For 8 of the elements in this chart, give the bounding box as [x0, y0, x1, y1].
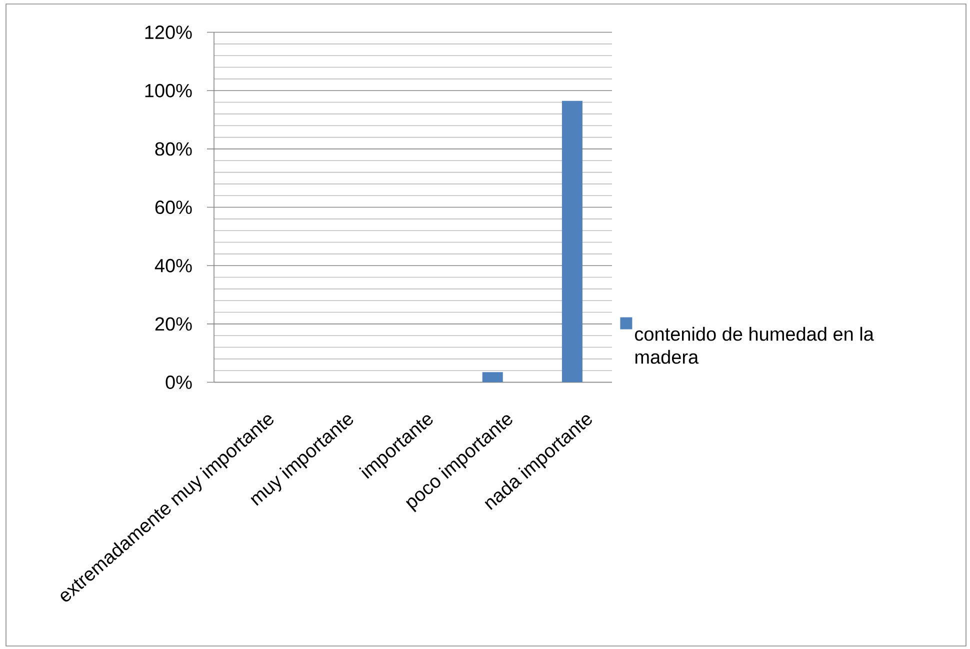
y-tick-label: 20%: [155, 317, 192, 331]
y-tick-label: 120%: [145, 26, 192, 40]
y-tick-label: 0%: [166, 376, 192, 390]
y-tick-label: 60%: [155, 200, 192, 214]
y-tick-label: 80%: [155, 142, 192, 156]
y-tick-label: 40%: [154, 258, 192, 272]
y-tick-label: 100%: [145, 84, 192, 98]
legend-label: contenido de humedad en la madera: [635, 326, 874, 364]
